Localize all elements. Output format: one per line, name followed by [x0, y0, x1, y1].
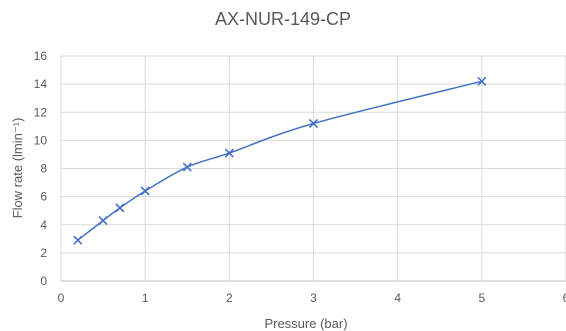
x-tick-label: 0 — [58, 291, 65, 305]
x-tick-label: 2 — [226, 291, 233, 305]
y-tick-label: 14 — [34, 77, 48, 91]
x-tick-label: 3 — [310, 291, 317, 305]
data-point-stroke — [98, 215, 108, 226]
data-point — [98, 215, 108, 226]
data-point-stroke — [224, 148, 234, 158]
x-tick-label: 4 — [394, 291, 401, 305]
data-point-stroke — [308, 118, 319, 129]
data-point — [73, 235, 83, 245]
data-point — [140, 186, 150, 196]
axes: 02468101214160123456 — [34, 49, 566, 305]
y-tick-label: 8 — [40, 162, 47, 176]
y-tick-label: 6 — [40, 190, 47, 204]
chart-title: AX-NUR-149-CP — [214, 9, 352, 29]
x-axis-title: Pressure (bar) — [264, 316, 347, 331]
data-point — [477, 76, 487, 86]
data-point-stroke — [73, 235, 83, 245]
x-tick-label: 5 — [478, 291, 485, 305]
y-axis-title: Flow rate (lmin⁻¹) — [10, 118, 25, 219]
data-point-stroke — [115, 203, 125, 213]
x-tick-label: 6 — [563, 291, 566, 305]
data-point — [224, 148, 234, 158]
y-tick-label: 16 — [34, 49, 48, 63]
data-point-stroke — [477, 76, 487, 86]
data-point-stroke — [140, 186, 150, 196]
y-tick-label: 10 — [34, 133, 48, 147]
series-line — [77, 80, 483, 241]
x-tick-label: 1 — [142, 291, 149, 305]
y-tick-label: 12 — [34, 105, 48, 119]
grid — [60, 55, 566, 282]
data-point — [115, 203, 125, 213]
data-point — [182, 162, 192, 172]
y-tick-label: 4 — [40, 218, 47, 232]
data-point-stroke — [182, 162, 192, 172]
y-tick-label: 2 — [40, 246, 47, 260]
data-point — [308, 118, 319, 129]
series-layer — [73, 76, 487, 245]
y-tick-label: 0 — [40, 274, 47, 288]
